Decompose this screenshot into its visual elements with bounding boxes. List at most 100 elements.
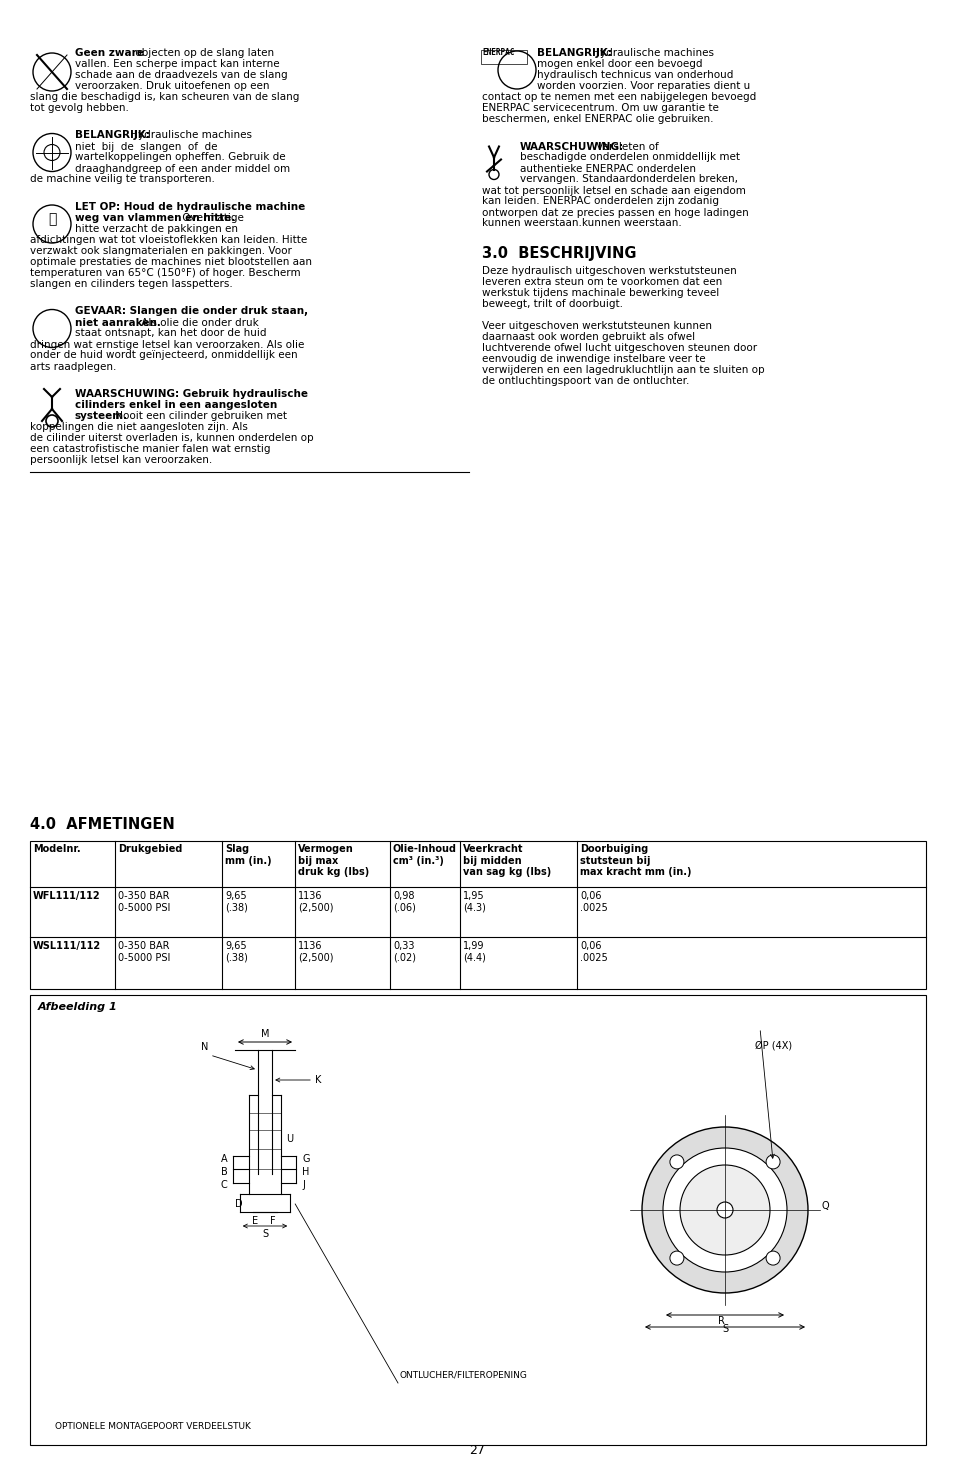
Text: de machine veilig te transporteren.: de machine veilig te transporteren. (30, 174, 214, 184)
Text: ENERPAC servicecentrum. Om uw garantie te: ENERPAC servicecentrum. Om uw garantie t… (481, 103, 719, 114)
Text: beschadigde onderdelen onmiddellijk met: beschadigde onderdelen onmiddellijk met (519, 152, 740, 162)
Text: hydraulisch technicus van onderhoud: hydraulisch technicus van onderhoud (537, 69, 733, 80)
Text: 0,98
(.06): 0,98 (.06) (393, 891, 416, 913)
Text: GEVAAR: Slangen die onder druk staan,: GEVAAR: Slangen die onder druk staan, (75, 307, 308, 317)
Text: beschermen, enkel ENERPAC olie gebruiken.: beschermen, enkel ENERPAC olie gebruiken… (481, 114, 713, 124)
Text: mogen enkel door een bevoegd: mogen enkel door een bevoegd (537, 59, 701, 69)
Text: ontworpen dat ze precies passen en hoge ladingen: ontworpen dat ze precies passen en hoge … (481, 208, 748, 217)
Text: S: S (721, 1325, 727, 1333)
Text: schade aan de draadvezels van de slang: schade aan de draadvezels van de slang (75, 69, 287, 80)
Circle shape (679, 1165, 769, 1255)
Text: niet aanraken.: niet aanraken. (75, 317, 161, 327)
Circle shape (765, 1155, 780, 1168)
Text: 1,95
(4.3): 1,95 (4.3) (462, 891, 485, 913)
Text: verwijderen en een lagedrukluchtlijn aan te sluiten op: verwijderen en een lagedrukluchtlijn aan… (481, 364, 763, 375)
Text: 1,99
(4.4): 1,99 (4.4) (462, 941, 485, 963)
Circle shape (662, 1148, 786, 1271)
Text: wartelkoppelingen opheffen. Gebruik de: wartelkoppelingen opheffen. Gebruik de (75, 152, 285, 162)
Text: vallen. Een scherpe impact kan interne: vallen. Een scherpe impact kan interne (75, 59, 279, 69)
Text: cilinders enkel in een aangesloten: cilinders enkel in een aangesloten (75, 400, 277, 410)
Text: N: N (201, 1041, 209, 1052)
Text: Olie-Inhoud
cm³ (in.³): Olie-Inhoud cm³ (in.³) (393, 844, 456, 866)
Text: niet  bij  de  slangen  of  de: niet bij de slangen of de (75, 142, 217, 152)
Text: Geen zware: Geen zware (75, 49, 144, 58)
Text: authentieke ENERPAC onderdelen: authentieke ENERPAC onderdelen (519, 164, 696, 174)
Text: werkstuk tijdens machinale bewerking teveel: werkstuk tijdens machinale bewerking tev… (481, 288, 719, 298)
Bar (30, 996, 925, 1446)
Text: M: M (260, 1030, 269, 1038)
Text: koppelingen die niet aangesloten zijn. Als: koppelingen die niet aangesloten zijn. A… (30, 422, 248, 432)
Text: afdichtingen wat tot vloeistoflekken kan leiden. Hitte: afdichtingen wat tot vloeistoflekken kan… (30, 235, 307, 245)
Text: dringen wat ernstige letsel kan veroorzaken. Als olie: dringen wat ernstige letsel kan veroorza… (30, 339, 304, 350)
Text: BELANGRIJK:: BELANGRIJK: (75, 130, 150, 140)
Bar (480, 50, 526, 63)
Text: ONTLUCHER/FILTEROPENING: ONTLUCHER/FILTEROPENING (399, 1370, 527, 1381)
Text: Doorbuiging
stutsteun bij
max kracht mm (in.): Doorbuiging stutsteun bij max kracht mm … (579, 844, 691, 878)
Text: leveren extra steun om te voorkomen dat een: leveren extra steun om te voorkomen dat … (481, 277, 721, 286)
Text: contact op te nemen met een nabijgelegen bevoegd: contact op te nemen met een nabijgelegen… (481, 91, 756, 102)
Circle shape (765, 1251, 780, 1266)
Circle shape (669, 1251, 683, 1266)
Text: slangen en cilinders tegen lasspetters.: slangen en cilinders tegen lasspetters. (30, 279, 233, 289)
Text: de ontluchtingspoort van de ontluchter.: de ontluchtingspoort van de ontluchter. (481, 376, 689, 386)
Text: Veerkracht
bij midden
van sag kg (lbs): Veerkracht bij midden van sag kg (lbs) (462, 844, 551, 878)
Text: S: S (262, 1229, 268, 1239)
Text: 1136
(2,500): 1136 (2,500) (297, 891, 334, 913)
Text: optimale prestaties de machines niet blootstellen aan: optimale prestaties de machines niet blo… (30, 257, 312, 267)
Text: C: C (220, 1180, 227, 1190)
Text: J: J (302, 1180, 305, 1190)
Text: K: K (314, 1075, 321, 1086)
Text: H: H (302, 1167, 310, 1177)
Text: A: A (221, 1153, 227, 1164)
Text: een catastrofistische manier falen wat ernstig: een catastrofistische manier falen wat e… (30, 444, 271, 454)
Text: F: F (270, 1215, 275, 1226)
Circle shape (717, 1202, 732, 1218)
Text: 27: 27 (469, 1444, 484, 1457)
Text: BELANGRIJK:: BELANGRIJK: (537, 49, 611, 58)
Text: Afbeelding 1: Afbeelding 1 (38, 1002, 117, 1012)
Text: Modelnr.: Modelnr. (33, 844, 81, 854)
Text: Hydraulische machines: Hydraulische machines (127, 130, 252, 140)
Text: weg van vlammen en hitte.: weg van vlammen en hitte. (75, 212, 235, 223)
Circle shape (669, 1155, 683, 1168)
Text: staat ontsnapt, kan het door de huid: staat ontsnapt, kan het door de huid (75, 329, 266, 338)
Text: 9,65
(.38): 9,65 (.38) (225, 891, 248, 913)
Text: kunnen weerstaan.kunnen weerstaan.: kunnen weerstaan.kunnen weerstaan. (481, 218, 681, 229)
Text: LET OP: Houd de hydraulische machine: LET OP: Houd de hydraulische machine (75, 202, 305, 212)
Text: WAARSCHUWING:: WAARSCHUWING: (519, 142, 623, 152)
Text: arts raadplegen.: arts raadplegen. (30, 361, 116, 372)
Text: Nooit een cilinder gebruiken met: Nooit een cilinder gebruiken met (112, 412, 287, 420)
Text: Veer uitgeschoven werkstutsteunen kunnen: Veer uitgeschoven werkstutsteunen kunnen (481, 320, 711, 330)
Text: hitte verzacht de pakkingen en: hitte verzacht de pakkingen en (75, 224, 237, 235)
Text: D: D (235, 1199, 243, 1210)
Text: 0-350 BAR
0-5000 PSI: 0-350 BAR 0-5000 PSI (118, 891, 171, 913)
Text: OPTIONELE MONTAGEPOORT VERDEELSTUK: OPTIONELE MONTAGEPOORT VERDEELSTUK (55, 1422, 251, 1431)
Text: verzwakt ook slangmaterialen en pakkingen. Voor: verzwakt ook slangmaterialen en pakkinge… (30, 246, 292, 257)
Text: WAARSCHUWING: Gebruik hydraulische: WAARSCHUWING: Gebruik hydraulische (75, 389, 308, 400)
Text: 0-350 BAR
0-5000 PSI: 0-350 BAR 0-5000 PSI (118, 941, 171, 963)
Text: luchtverende ofwel lucht uitgeschoven steunen door: luchtverende ofwel lucht uitgeschoven st… (481, 342, 757, 353)
Text: 1136
(2,500): 1136 (2,500) (297, 941, 334, 963)
Text: worden voorzien. Voor reparaties dient u: worden voorzien. Voor reparaties dient u (537, 81, 749, 91)
Text: systeem.: systeem. (75, 412, 128, 420)
Text: G: G (302, 1153, 310, 1164)
Text: 🔥: 🔥 (48, 212, 56, 226)
Text: Overmatige: Overmatige (179, 212, 244, 223)
Text: Vermogen
bij max
druk kg (lbs): Vermogen bij max druk kg (lbs) (297, 844, 369, 878)
Text: persoonlijk letsel kan veroorzaken.: persoonlijk letsel kan veroorzaken. (30, 454, 212, 465)
Text: ENERPAC: ENERPAC (481, 49, 514, 58)
Text: objecten op de slang laten: objecten op de slang laten (132, 49, 274, 58)
Text: eenvoudig de inwendige instelbare veer te: eenvoudig de inwendige instelbare veer t… (481, 354, 705, 364)
Text: Slag
mm (in.): Slag mm (in.) (225, 844, 272, 866)
Text: tot gevolg hebben.: tot gevolg hebben. (30, 103, 129, 114)
Text: 3.0  BESCHRIJVING: 3.0 BESCHRIJVING (481, 246, 636, 261)
Text: 4.0  AFMETINGEN: 4.0 AFMETINGEN (30, 817, 174, 832)
Text: wat tot persoonlijk letsel en schade aan eigendom: wat tot persoonlijk letsel en schade aan… (481, 186, 745, 196)
Text: ØP (4X): ØP (4X) (754, 1040, 791, 1050)
Text: beweegt, trilt of doorbuigt.: beweegt, trilt of doorbuigt. (481, 299, 622, 308)
Text: 0,06
.0025: 0,06 .0025 (579, 941, 607, 963)
Text: vervangen. Standaardonderdelen breken,: vervangen. Standaardonderdelen breken, (519, 174, 738, 184)
Bar (30, 841, 925, 990)
Text: temperaturen van 65°C (150°F) of hoger. Bescherm: temperaturen van 65°C (150°F) of hoger. … (30, 268, 300, 277)
Text: draaghandgreep of een ander middel om: draaghandgreep of een ander middel om (75, 164, 290, 174)
